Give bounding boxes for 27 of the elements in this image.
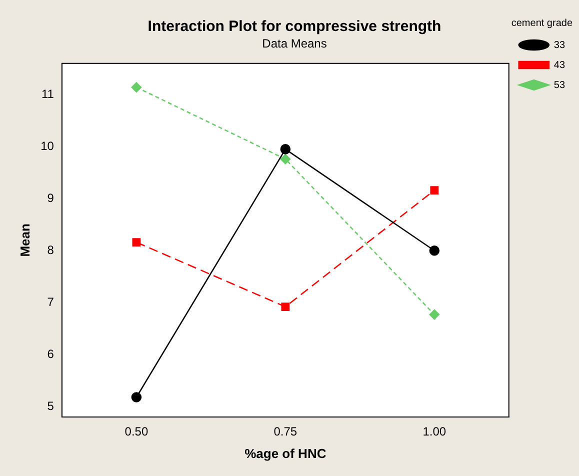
x-tick-label: 0.50 <box>124 424 148 439</box>
legend-label: 53 <box>554 80 566 91</box>
point <box>132 238 141 246</box>
x-tick-label: 0.75 <box>274 424 298 439</box>
legend-label: 33 <box>554 40 566 51</box>
y-tick-label: 10 <box>40 138 54 153</box>
point <box>280 144 291 154</box>
point <box>131 392 142 402</box>
legend-title: cement grade <box>511 18 573 29</box>
point <box>430 186 439 194</box>
x-tick-label: 1.00 <box>422 424 446 439</box>
y-tick-label: 9 <box>47 190 54 205</box>
point <box>429 245 440 256</box>
y-axis-title: Mean <box>17 224 32 257</box>
point <box>429 309 440 320</box>
chart-subtitle: Data Means <box>262 36 327 51</box>
legend-label: 43 <box>554 60 566 71</box>
point <box>280 154 291 164</box>
y-tick-label: 7 <box>47 294 54 309</box>
x-axis-title: %age of HNC <box>244 446 327 461</box>
y-tick-label: 8 <box>47 242 54 257</box>
point <box>281 302 290 311</box>
y-tick-label: 5 <box>47 398 54 413</box>
chart-title: Interaction Plot for compressive strength <box>148 18 442 36</box>
y-tick-label: 11 <box>41 86 54 101</box>
y-tick-label: 6 <box>47 346 54 361</box>
point <box>131 82 142 92</box>
